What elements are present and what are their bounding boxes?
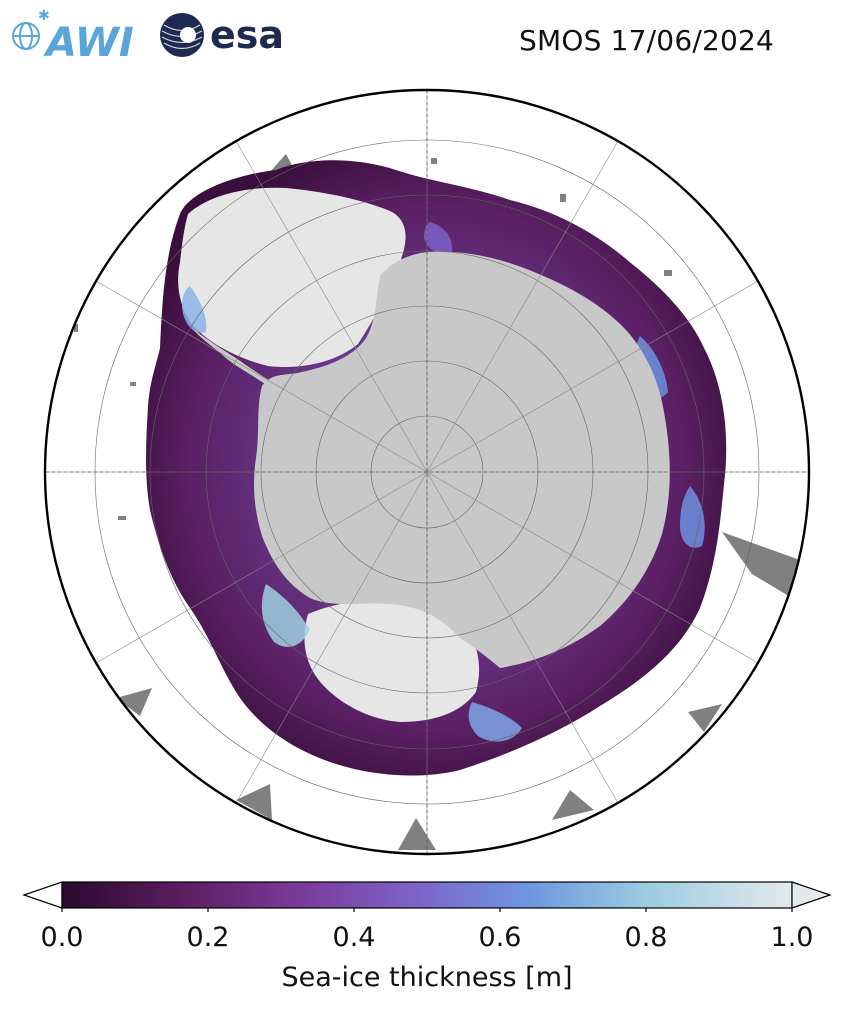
antarctica-land xyxy=(254,251,670,668)
colorbar-gradient xyxy=(61,881,793,909)
colorbar-extend-low xyxy=(22,881,63,909)
axis-dashes xyxy=(46,90,808,854)
ross-thick-ice xyxy=(304,599,480,722)
mask-areas xyxy=(74,154,800,850)
colorbar xyxy=(22,881,832,912)
colorbar-tick-label: 0.4 xyxy=(332,922,376,953)
weddell-thick-ice xyxy=(178,187,406,368)
map-border xyxy=(43,88,811,856)
awi-globe-icon xyxy=(12,22,40,50)
colorbar-label: Sea-ice thickness [m] xyxy=(281,962,573,993)
colorbar-tick-label: 1.0 xyxy=(770,922,814,953)
esa-logo-text: esa xyxy=(210,13,284,57)
awi-logo: ✱ AWI xyxy=(12,8,134,60)
awi-star-icon: ✱ xyxy=(38,8,50,24)
colorbar-tick-label: 0.0 xyxy=(40,922,84,953)
colorbar-extend-high xyxy=(791,881,832,909)
colorbar-tick-label: 0.2 xyxy=(186,922,230,953)
colorbar-tick-label: 0.6 xyxy=(478,922,522,953)
esa-globe-icon xyxy=(160,13,204,57)
awi-logo-text: AWI xyxy=(43,20,134,60)
esa-logo: esa xyxy=(160,13,284,57)
map-title: SMOS 17/06/2024 xyxy=(519,24,775,57)
colorbar-tick-label: 0.8 xyxy=(624,922,668,953)
sea-ice-map xyxy=(43,88,811,856)
antarctic-peninsula xyxy=(192,328,272,386)
